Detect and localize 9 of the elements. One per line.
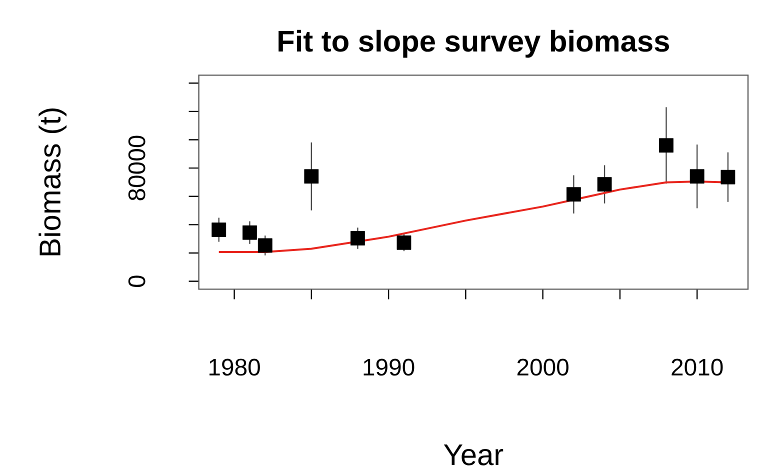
y-tick-label: 0 [128, 276, 146, 287]
y-tick-label: 80000 [128, 136, 146, 200]
x-tick-label: 2000 [517, 358, 568, 376]
x-tick-label: 1990 [364, 358, 414, 376]
x-tick-label: 1980 [210, 358, 260, 376]
chart-title: Fit to slope survey biomass [278, 30, 669, 58]
x-tick-label: 2010 [672, 358, 723, 376]
y-axis-title: Biomass (t) [38, 108, 67, 256]
x-axis-title: Year [444, 444, 504, 466]
